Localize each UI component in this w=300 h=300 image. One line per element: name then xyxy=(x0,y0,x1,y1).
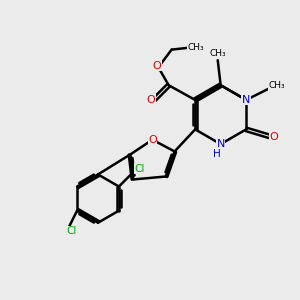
Text: N: N xyxy=(242,95,250,105)
Text: H: H xyxy=(213,149,221,159)
Text: CH₃: CH₃ xyxy=(209,49,226,58)
Text: O: O xyxy=(152,61,161,71)
Text: O: O xyxy=(148,135,157,145)
Text: CH₃: CH₃ xyxy=(187,43,204,52)
Text: O: O xyxy=(146,94,155,105)
Text: CH₃: CH₃ xyxy=(268,81,285,90)
Text: O: O xyxy=(269,132,278,142)
Text: N: N xyxy=(217,139,225,149)
Text: Cl: Cl xyxy=(134,164,145,174)
Text: Cl: Cl xyxy=(66,226,76,236)
